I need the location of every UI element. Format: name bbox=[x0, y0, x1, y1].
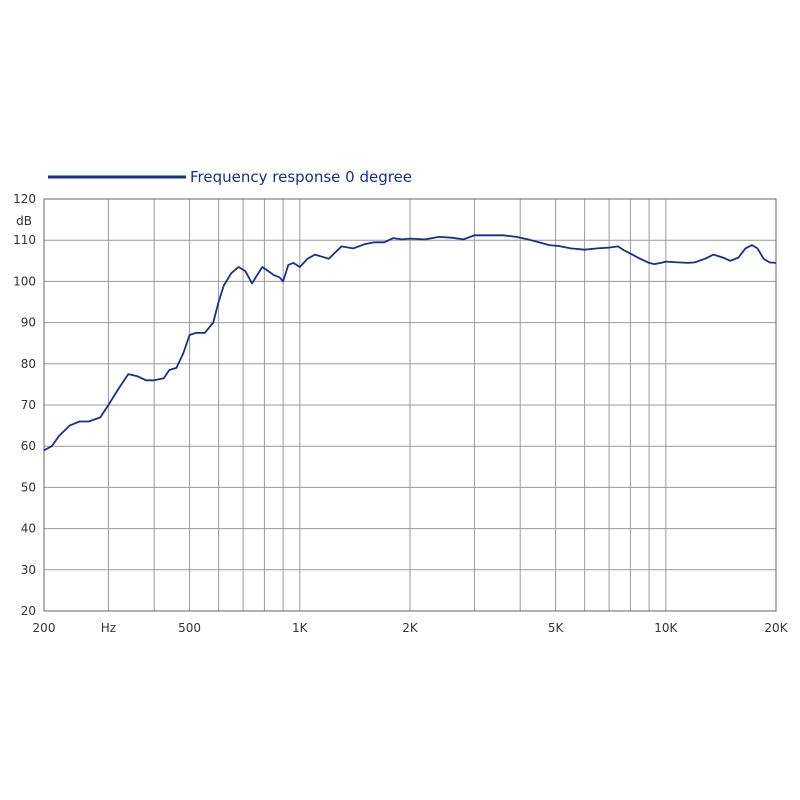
x-axis-ticks: 200 Hz 500 1K 2K 5K 10K 20K bbox=[33, 621, 789, 635]
legend-label: Frequency response 0 degree bbox=[190, 168, 412, 186]
y-unit-label: dB bbox=[16, 214, 32, 228]
series-line bbox=[43, 234, 777, 452]
y-tick-label: 120 bbox=[13, 192, 36, 206]
legend: Frequency response 0 degree bbox=[48, 168, 412, 186]
y-tick-label: 20 bbox=[21, 604, 36, 618]
x-tick-label: 20K bbox=[764, 621, 788, 635]
x-tick-label: 2K bbox=[402, 621, 419, 635]
x-tick-label: Hz bbox=[101, 621, 116, 635]
y-tick-label: 110 bbox=[13, 233, 36, 247]
grid bbox=[44, 199, 776, 611]
series-group bbox=[43, 234, 777, 452]
x-tick-label: 500 bbox=[178, 621, 201, 635]
y-tick-label: 100 bbox=[13, 274, 36, 288]
y-tick-label: 30 bbox=[21, 563, 36, 577]
y-tick-label: 80 bbox=[21, 357, 36, 371]
x-tick-label: 200 bbox=[33, 621, 56, 635]
y-tick-label: 70 bbox=[21, 398, 36, 412]
y-tick-label: 50 bbox=[21, 480, 36, 494]
x-tick-label: 1K bbox=[292, 621, 309, 635]
y-tick-label: 60 bbox=[21, 439, 36, 453]
x-tick-label: 5K bbox=[548, 621, 565, 635]
plot-frame bbox=[43, 198, 777, 612]
y-axis-ticks: 20 30 40 50 60 70 80 90 100 110 120 bbox=[13, 192, 36, 618]
y-tick-label: 40 bbox=[21, 522, 36, 536]
x-tick-label: 10K bbox=[654, 621, 678, 635]
y-tick-label: 90 bbox=[21, 316, 36, 330]
